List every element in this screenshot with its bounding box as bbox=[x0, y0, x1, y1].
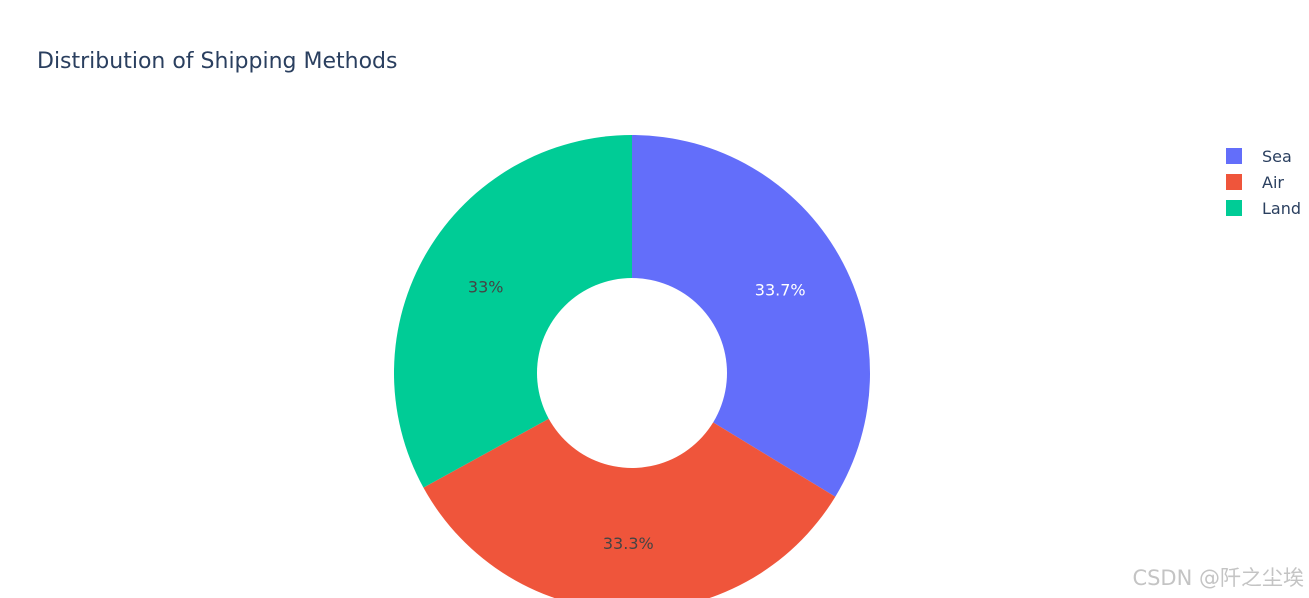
legend-item-land[interactable]: Land bbox=[1226, 199, 1301, 218]
slice-label-sea: 33.7% bbox=[755, 281, 806, 300]
donut-hole bbox=[537, 278, 727, 468]
legend-label-sea: Sea bbox=[1262, 147, 1292, 166]
slice-label-land: 33% bbox=[468, 278, 504, 297]
slice-labels: 33.7% 33.3% 33% bbox=[468, 278, 806, 554]
legend-label-air: Air bbox=[1262, 173, 1284, 192]
legend-label-land: Land bbox=[1262, 199, 1301, 218]
chart-title: Distribution of Shipping Methods bbox=[37, 49, 397, 74]
legend-swatch-land bbox=[1226, 200, 1242, 216]
legend-swatch-sea bbox=[1226, 148, 1242, 164]
legend-item-sea[interactable]: Sea bbox=[1226, 147, 1292, 166]
legend-item-air[interactable]: Air bbox=[1226, 173, 1284, 192]
slice-label-air: 33.3% bbox=[603, 534, 654, 553]
watermark-text: CSDN @阡之尘埃 bbox=[1132, 566, 1304, 590]
legend-swatch-air bbox=[1226, 174, 1242, 190]
pie-slice-air bbox=[423, 373, 836, 598]
legend: Sea Air Land bbox=[1226, 147, 1301, 218]
